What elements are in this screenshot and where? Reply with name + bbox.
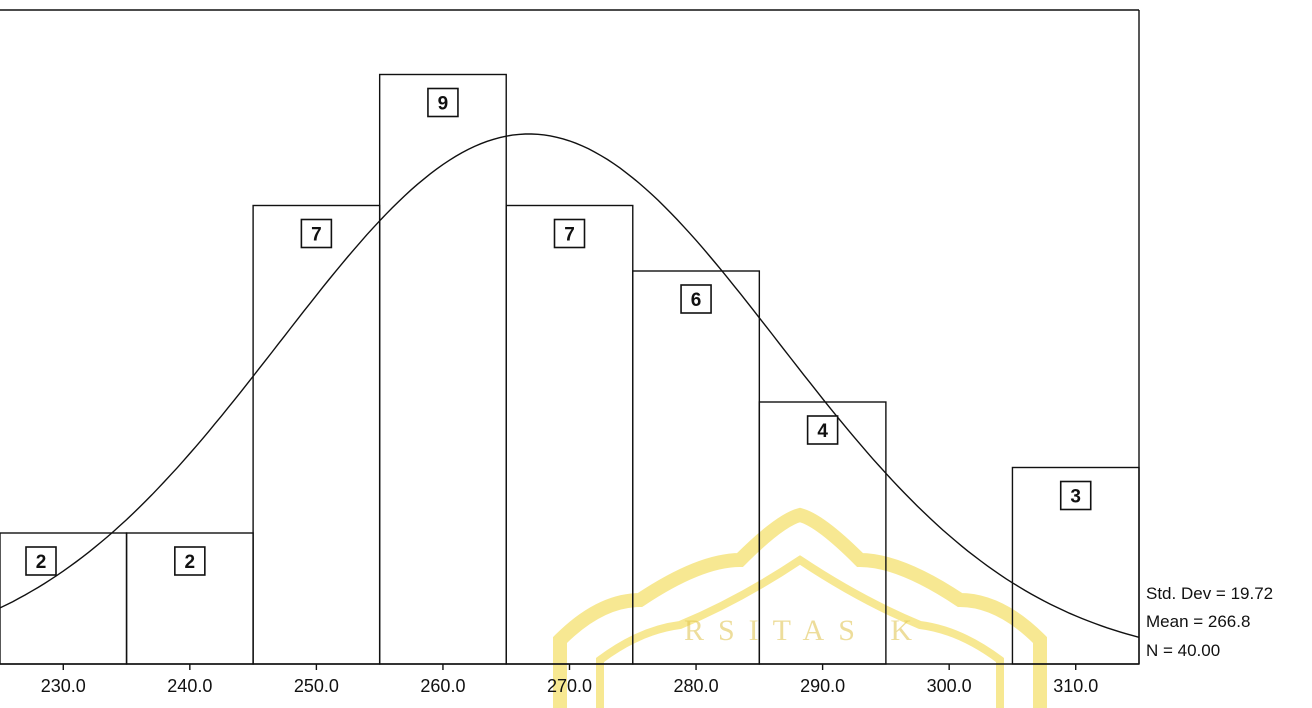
n-label: N = 40.00 (1146, 641, 1221, 660)
x-tick-label: 290.0 (800, 676, 845, 696)
x-tick-label: 260.0 (420, 676, 465, 696)
bar-count-box (300, 218, 333, 249)
watermark-text: RSITAS K (684, 614, 926, 647)
histogram-bar (252, 204, 381, 665)
bar-count-label: 9 (438, 94, 449, 115)
bar-count-box (806, 415, 839, 445)
histogram-bars (0, 73, 1140, 665)
x-tick-label: 310.0 (1053, 676, 1098, 696)
bar-count-box (680, 284, 712, 314)
bar-count-box (553, 218, 586, 249)
x-tick-label: 230.0 (41, 676, 86, 696)
bar-count-label: 6 (691, 290, 702, 311)
histogram-bar (632, 270, 761, 665)
bar-count-label: 2 (185, 552, 196, 573)
x-tick-label: 240.0 (167, 676, 212, 696)
bar-count-box (427, 87, 459, 118)
histogram-bar (378, 73, 507, 665)
bar-count-label: 7 (311, 225, 322, 246)
bar-count-labels: 2 2 7 9 7 6 4 3 (25, 87, 1092, 576)
bar-count-label: 2 (36, 552, 47, 573)
x-tick-label: 250.0 (294, 676, 339, 696)
std-dev-label: Std. Dev = 19.72 (1146, 584, 1274, 603)
x-tick-label: 270.0 (547, 676, 592, 696)
bar-count-box (1059, 480, 1092, 511)
bar-count-label: 7 (564, 225, 575, 246)
histogram-bar (505, 204, 634, 665)
watermark-seal: RSITAS K (553, 507, 1047, 708)
bar-count-box (25, 546, 57, 576)
x-tick-label: 300.0 (927, 676, 972, 696)
mean-label: Mean = 266.8 (1146, 612, 1251, 631)
normal-curve-layer (0, 133, 1140, 638)
bar-count-box (174, 546, 206, 576)
normal-curve (0, 133, 1140, 638)
bar-count-label: 4 (817, 421, 828, 442)
x-axis: 230.0 240.0 250.0 260.0 270.0 280.0 290.0 300.0… (0, 9, 1140, 696)
bar-count-label: 3 (1070, 487, 1081, 508)
x-tick-label: 280.0 (674, 676, 719, 696)
